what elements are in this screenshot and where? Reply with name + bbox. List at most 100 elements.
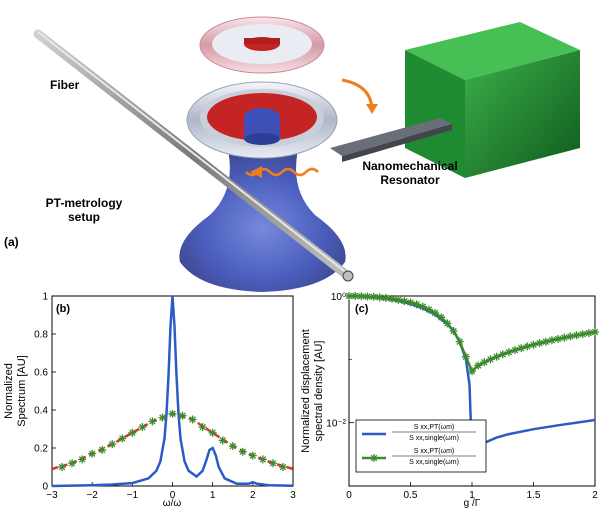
chart-b-blue-line (51, 295, 294, 488)
chart-b-green-marker (278, 463, 287, 471)
chart-b-green-marker (128, 428, 137, 437)
chart-b-green-marker (228, 442, 237, 451)
chart-c-green-marker (480, 358, 489, 367)
chart-c-ytick-label: 10⁻² (326, 419, 346, 430)
chart-c-green-marker (394, 295, 403, 304)
chart-b-green-marker (158, 413, 167, 422)
chart-b-xtick-label: −1 (127, 490, 139, 501)
chart-b-ytick-label: 0.4 (34, 406, 48, 417)
chart-c-green-marker (461, 352, 470, 361)
nanomechanical-cantilever (330, 118, 452, 156)
legend-green-marker (370, 454, 378, 462)
chart-c: 0 0.5 1 1.5 2 10⁰ 10⁻² (c) g /Γ Normalized dis… (300, 292, 599, 508)
chart-c-green-marker (455, 337, 464, 346)
chart-c-green-marker (498, 350, 507, 359)
resonator-label-line2: Resonator (380, 173, 440, 187)
chart-c-green-marker (541, 337, 550, 346)
chart-c-green-marker (412, 300, 421, 309)
chart-c-ytick-label: 10⁰ (331, 292, 346, 303)
legend-entry1-num: S xx,PT(ωm) (414, 424, 454, 431)
chart-b-green-marker (218, 436, 227, 445)
chart-c-xtick-label: 0.5 (404, 490, 418, 501)
chart-c-green-marker (584, 329, 593, 338)
chart-b-xlabel: ω/ω (163, 498, 182, 508)
chart-c-green-marker (418, 302, 427, 311)
chart-b-green-marker (138, 423, 147, 432)
chart-b-xtick-label: −3 (46, 490, 58, 501)
panel-a-illustration: Fiber PT-metrology setup Nanomechanical … (4, 16, 580, 292)
chart-c-green-marker (443, 319, 452, 328)
chart-c-green-marker (474, 361, 483, 370)
resonator-label-line1: Nanomechanical (362, 159, 457, 173)
chart-c-green-marker (591, 328, 599, 337)
green-box-side (465, 50, 580, 178)
chart-b-green-marker (258, 455, 267, 464)
chart-c-green-marker (400, 297, 409, 306)
chart-c-green-marker (449, 327, 458, 336)
chart-b-xtick-label: 1 (210, 490, 216, 501)
chart-c-green-marker (424, 305, 433, 314)
blue-cone (179, 150, 346, 292)
chart-b-green-marker (78, 455, 87, 464)
chart-b-xtick-label: −2 (86, 490, 98, 501)
chart-b-green-marker (148, 417, 157, 426)
green-box-front (405, 50, 465, 178)
chart-c-green-marker (437, 313, 446, 322)
chart-b-xtick-label: 0 (170, 490, 176, 501)
chart-c-green-marker (357, 292, 366, 301)
chart-c-green-marker (388, 294, 397, 303)
legend-box (355, 419, 487, 473)
chart-b-green-marker (58, 463, 67, 471)
legend-entry2-num: S xx,PT(ωm) (414, 448, 454, 455)
legend-entry1-den: S xx,single(ωm) (409, 435, 459, 442)
chart-c-ticks: 0 0.5 1 1.5 2 10⁰ 10⁻² (326, 292, 598, 501)
chart-b-ytick-label: 0.2 (34, 444, 48, 455)
chart-b-green-marker (178, 411, 187, 420)
chart-c-green-marker (566, 332, 575, 341)
chart-b-green-marker (188, 415, 197, 424)
chart-c-green-marker (560, 333, 569, 342)
chart-c-green-marker (547, 336, 556, 345)
chart-c-green-marker (486, 355, 495, 364)
legend-entry2-den: S xx,single(ωm) (409, 459, 459, 466)
chart-c-green-marker (529, 340, 538, 349)
chart-b-green-marker (268, 459, 277, 468)
chart-b-ticks: −3 −2 −1 0 1 2 3 0 0.2 0.4 0.6 0.8 1 (34, 292, 296, 502)
chart-c-green-marker (511, 346, 520, 355)
chart-b-green-marker (108, 440, 117, 449)
chart-b-green-marker (98, 445, 107, 454)
chart-b-ylabel-line2: Spectrum [AU] (16, 355, 28, 427)
chart-c-legend: S xx,PT(ωm) S xx,single(ωm) S xx,PT(ωm) … (355, 419, 487, 473)
chart-c-green-marker (431, 308, 440, 317)
chart-b-green-marker (198, 423, 207, 432)
chart-c-green-marker (578, 330, 587, 339)
panel-a-label: (a) (4, 235, 19, 249)
chart-b-green-marker (88, 449, 97, 458)
chart-b-ytick-label: 0.8 (34, 330, 48, 341)
chart-c-green-marker (517, 344, 526, 353)
chart-b-xtick-label: 2 (250, 490, 256, 501)
chart-c-xtick-label: 2 (592, 490, 598, 501)
legend-green-asterisk (370, 454, 378, 462)
chart-c-green-marker (504, 348, 513, 357)
chart-b-ytick-label: 0.6 (34, 368, 48, 379)
chart-b-series (51, 295, 294, 488)
chart-b-green-marker (238, 447, 247, 456)
chart-b-ylabel-line1: Normalized (3, 363, 15, 419)
chart-c-xlabel: g /Γ (464, 498, 481, 508)
chart-b-green-marker (248, 451, 257, 460)
chart-c-green-marker (406, 298, 415, 307)
chart-c-green-marker (572, 331, 581, 340)
chart-b-green-marker (208, 428, 217, 437)
chart-c-green-marker (554, 334, 563, 343)
chart-c-xtick-label: 1 (469, 490, 475, 501)
chart-c-ylabel-line1: Normalized displacement (300, 329, 312, 453)
chart-c-panel-label: (c) (355, 303, 369, 315)
orange-curved-arrow (341, 78, 374, 109)
chart-c-xtick-label: 1.5 (527, 490, 541, 501)
fiber-label: Fiber (50, 78, 80, 92)
green-box-top (405, 22, 580, 80)
chart-c-ylabel-line2: spectral density [AU] (313, 341, 325, 442)
chart-b-ytick-label: 0 (42, 482, 48, 493)
